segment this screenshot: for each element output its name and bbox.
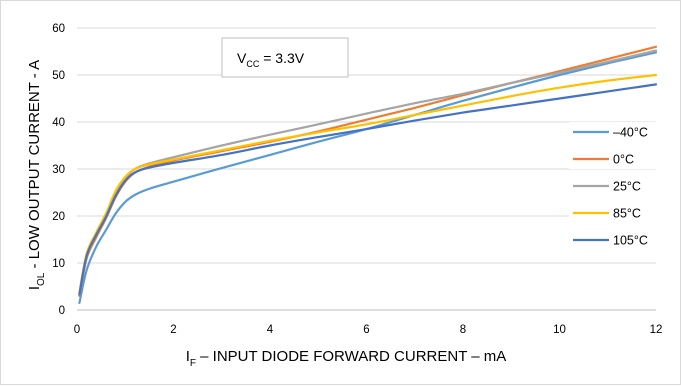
x-axis-title-main: I	[186, 348, 190, 365]
x-tick-label: 2	[170, 324, 176, 336]
legend-label: 105°C	[613, 234, 648, 248]
legend-label: –40°C	[613, 126, 648, 140]
legend-backdrop	[569, 203, 661, 223]
x-axis: 0 2 4 6 8 10 12	[74, 324, 663, 336]
legend-backdrop	[569, 230, 661, 250]
x-tick-label: 0	[74, 324, 80, 336]
x-axis-title-rest: – INPUT DIODE FORWARD CURRENT – mA	[196, 348, 506, 365]
gridlines	[77, 27, 656, 311]
x-tick-label: 12	[650, 324, 663, 336]
y-axis: 0 10 20 30 40 50 60	[52, 23, 65, 317]
x-axis-title-subscript: F	[190, 358, 196, 369]
annotation-rest: = 3.3V	[259, 50, 304, 66]
y-tick-label: 0	[59, 305, 65, 317]
annotation-box	[221, 37, 349, 78]
x-tick-label: 8	[460, 324, 466, 336]
y-axis-title-subscript: OL	[36, 272, 47, 286]
y-tick-label: 50	[52, 70, 65, 82]
legend-backdrop	[569, 122, 661, 142]
legend-label: 0°C	[613, 153, 634, 167]
x-tick-label: 10	[553, 324, 566, 336]
series-line	[78, 83, 658, 296]
legend-backdrop	[569, 176, 661, 196]
series-line	[78, 45, 658, 297]
legend-label: 85°C	[613, 207, 641, 221]
series-line	[78, 51, 658, 305]
annotation-text: VCC = 3.3V	[237, 50, 305, 69]
x-axis-title: IF – INPUT DIODE FORWARD CURRENT – mA	[186, 348, 507, 369]
legend: –40°C 0°C 25°C 85°C 105°C	[569, 122, 661, 250]
y-tick-label: 20	[52, 211, 65, 223]
y-axis-title: IOL - LOW OUTPUT CURRENT - A	[26, 60, 47, 290]
vcc-annotation: VCC = 3.3V	[221, 37, 349, 78]
y-tick-label: 30	[52, 164, 65, 176]
series-lines	[78, 45, 658, 305]
legend-backdrop	[569, 149, 661, 169]
annotation-subscript: CC	[246, 59, 259, 69]
y-tick-label: 60	[52, 23, 65, 35]
y-tick-label: 10	[52, 258, 65, 270]
x-tick-label: 4	[267, 324, 274, 336]
series-line	[78, 73, 658, 294]
y-axis-title-rest: - LOW OUTPUT CURRENT - A	[26, 60, 43, 273]
annotation-main: V	[237, 50, 247, 66]
x-tick-label: 6	[363, 324, 369, 336]
y-axis-title-main: I	[26, 286, 43, 290]
y-tick-label: 40	[52, 117, 65, 129]
legend-label: 25°C	[613, 180, 641, 194]
